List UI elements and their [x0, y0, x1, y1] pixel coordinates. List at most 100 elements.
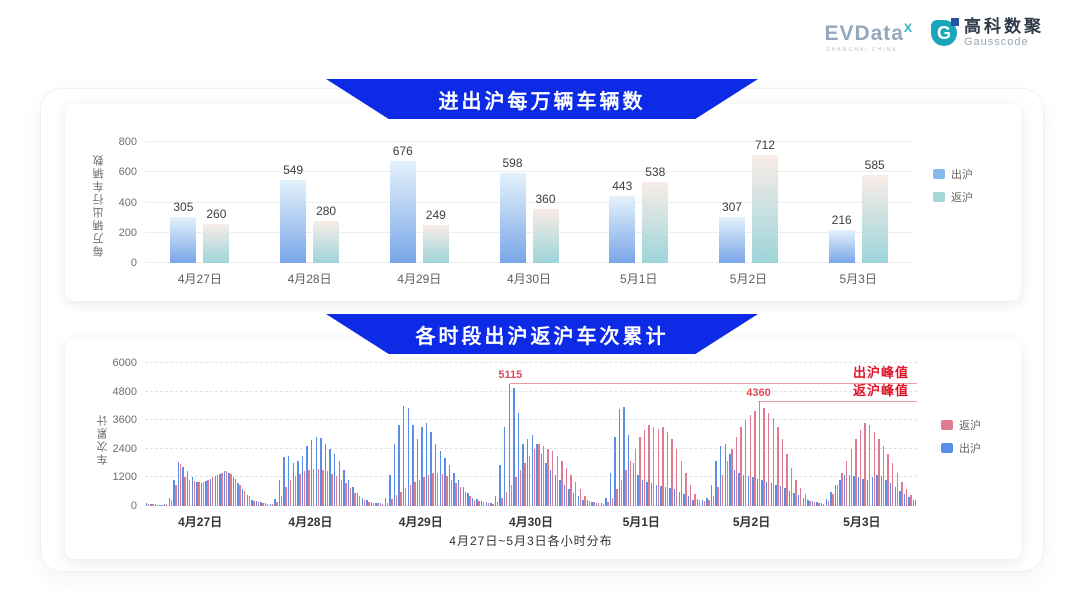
bar-value-label: 712: [754, 138, 775, 153]
day-group: [586, 363, 696, 506]
bar-exit-shanghai: [402, 405, 405, 506]
legend-item-return[interactable]: 返沪: [941, 417, 981, 433]
peak-annotation-label: 返沪峰值: [852, 383, 909, 399]
hour-slot: [255, 363, 260, 506]
hour-slot: [264, 363, 269, 506]
bar-return-shanghai: [795, 479, 797, 506]
bar-exit-shanghai: [163, 503, 166, 506]
hour-slot: [251, 363, 256, 506]
hour-slot: [444, 363, 449, 506]
bar-return-shanghai: [864, 422, 866, 506]
hour-slot: [260, 363, 265, 506]
bar-return-shanghai: [165, 504, 168, 506]
hour-slot: [673, 363, 678, 506]
bar-exit-shanghai: [384, 497, 386, 506]
hour-slot: [471, 363, 476, 506]
hour-slot: [416, 363, 421, 506]
hour-slot: [572, 363, 577, 506]
hour-slot: [301, 363, 306, 506]
hour-slot: [366, 363, 371, 506]
gridline: [145, 231, 913, 233]
legend-item-exit[interactable]: 出沪: [941, 440, 981, 456]
bar-return-shanghai: [804, 494, 807, 506]
bar-exit-shanghai: [646, 482, 648, 506]
bar-exit-shanghai: [761, 479, 763, 506]
bar-return-shanghai: [689, 484, 692, 506]
hour-slot: [214, 363, 219, 506]
hour-slot: [356, 363, 361, 506]
bar-exit-shanghai: [536, 444, 538, 506]
chart2-title-banner: 各时段出沪返沪车次累计: [326, 314, 758, 354]
bar-return-shanghai: [331, 473, 333, 506]
bar-return-shanghai: [551, 451, 554, 506]
hour-slot: [586, 363, 591, 506]
bar-exit-shanghai: [595, 502, 598, 506]
hour-slot: [820, 363, 825, 506]
hour-slot: [457, 363, 462, 506]
bar-exit-shanghai: [618, 409, 621, 506]
bar-exit-shanghai: [568, 489, 570, 506]
x-tick-label: 5月1日: [620, 272, 658, 286]
hour-slot: [485, 363, 490, 506]
day-group: 443 538: [584, 142, 694, 263]
bar-return-shanghai: [510, 484, 512, 506]
hour-slot: [568, 363, 573, 506]
bar-exit-shanghai: [499, 465, 501, 506]
bar-return-shanghai: [666, 432, 669, 506]
bar-return-shanghai: [846, 460, 848, 506]
bar-return-shanghai: [891, 463, 894, 506]
bar-exit-shanghai: [655, 484, 658, 506]
bar-exit-shanghai: [871, 477, 873, 506]
bar-return-shanghai: [735, 436, 738, 506]
legend-item-exit[interactable]: 出沪: [933, 166, 973, 182]
bar-exit-shanghai: [177, 461, 180, 506]
bar-return-shanghai: [152, 504, 154, 506]
hour-slot: [536, 363, 541, 506]
bar-return-shanghai: [515, 477, 517, 506]
bar-return-shanghai: [859, 429, 862, 506]
hour-slot: [453, 363, 458, 506]
day-group: [807, 363, 917, 506]
bar-return-shanghai: [239, 484, 241, 506]
bar-exit-shanghai: [504, 427, 506, 506]
hour-slot: [434, 363, 439, 506]
hour-slot: [788, 363, 793, 506]
bar-exit-shanghai: [311, 440, 313, 506]
chart2-x-axis-labels: 4月27日 4月28日 4月29日 4月30日 5月1日 5月2日 5月3日: [145, 513, 917, 530]
bar-return-shanghai: [616, 489, 618, 506]
bar-return-shanghai: [501, 497, 503, 506]
hour-slot: [168, 363, 173, 506]
bar-return-shanghai: [473, 500, 476, 506]
chart1-title-banner: 进出沪每万辆车辆数: [326, 79, 758, 119]
legend-item-return[interactable]: 返沪: [933, 189, 973, 205]
gridline: [145, 390, 917, 392]
bar-exit-shanghai: [352, 486, 354, 506]
hour-slot: [669, 363, 674, 506]
y-tick-label: 1200: [112, 471, 137, 484]
y-tick-label: 6000: [112, 357, 137, 369]
bar-return-shanghai: [694, 494, 696, 506]
hour-slot: [333, 363, 338, 506]
hour-slot: [618, 363, 623, 506]
bar-return-shanghai: [547, 448, 549, 506]
hour-slot: [329, 363, 334, 506]
bar-return-shanghai: [712, 496, 715, 506]
hour-slot: [209, 363, 214, 506]
hour-slot: [885, 363, 890, 506]
hour-slot: [834, 363, 839, 506]
bar-exit-shanghai: [292, 463, 295, 506]
bar-return-shanghai: [381, 503, 384, 506]
bar-return-shanghai: [639, 436, 641, 506]
bar-return-shanghai: [156, 504, 159, 506]
bar-return-shanghai: 260: [203, 207, 230, 263]
bar-return-shanghai: [717, 486, 719, 506]
bar-return-shanghai: [588, 501, 591, 506]
bar-return-shanghai: [285, 486, 287, 506]
bar-return-shanghai: [841, 472, 843, 506]
bar-return-shanghai: [620, 479, 623, 506]
hour-slot: [320, 363, 325, 506]
chart2-legend: 返沪 出沪: [941, 417, 981, 456]
hour-slot: [683, 363, 688, 506]
x-tick-label: 4月27日: [177, 272, 222, 286]
hour-slot: [908, 363, 913, 506]
